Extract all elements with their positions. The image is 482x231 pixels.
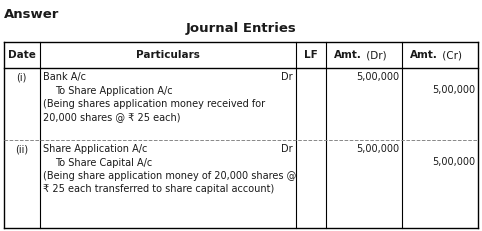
Text: Particulars: Particulars bbox=[135, 50, 200, 60]
Text: Amt.: Amt. bbox=[335, 50, 362, 60]
Text: Journal Entries: Journal Entries bbox=[186, 22, 296, 35]
Text: 20,000 shares @ ₹ 25 each): 20,000 shares @ ₹ 25 each) bbox=[42, 112, 180, 122]
Text: (Cr): (Cr) bbox=[439, 50, 462, 60]
Text: Dr: Dr bbox=[281, 72, 293, 82]
Text: (Dr): (Dr) bbox=[363, 50, 387, 60]
Text: (Being share application money of 20,000 shares @: (Being share application money of 20,000… bbox=[42, 171, 296, 181]
Text: Bank A/c: Bank A/c bbox=[42, 72, 85, 82]
Text: To Share Capital A/c: To Share Capital A/c bbox=[54, 158, 152, 167]
Text: Answer: Answer bbox=[4, 8, 59, 21]
Text: (i): (i) bbox=[16, 72, 27, 82]
Text: Date: Date bbox=[8, 50, 36, 60]
Text: Amt.: Amt. bbox=[410, 50, 438, 60]
Text: ₹ 25 each transferred to share capital account): ₹ 25 each transferred to share capital a… bbox=[42, 185, 274, 195]
Text: 5,00,000: 5,00,000 bbox=[356, 72, 399, 82]
Text: (ii): (ii) bbox=[15, 144, 28, 154]
Text: 5,00,000: 5,00,000 bbox=[432, 158, 475, 167]
Text: 5,00,000: 5,00,000 bbox=[356, 144, 399, 154]
Text: 5,00,000: 5,00,000 bbox=[432, 85, 475, 95]
Text: (Being shares application money received for: (Being shares application money received… bbox=[42, 99, 265, 109]
Text: Dr: Dr bbox=[281, 144, 293, 154]
Text: Share Application A/c: Share Application A/c bbox=[42, 144, 147, 154]
Text: LF: LF bbox=[304, 50, 318, 60]
Text: To Share Application A/c: To Share Application A/c bbox=[54, 85, 172, 95]
